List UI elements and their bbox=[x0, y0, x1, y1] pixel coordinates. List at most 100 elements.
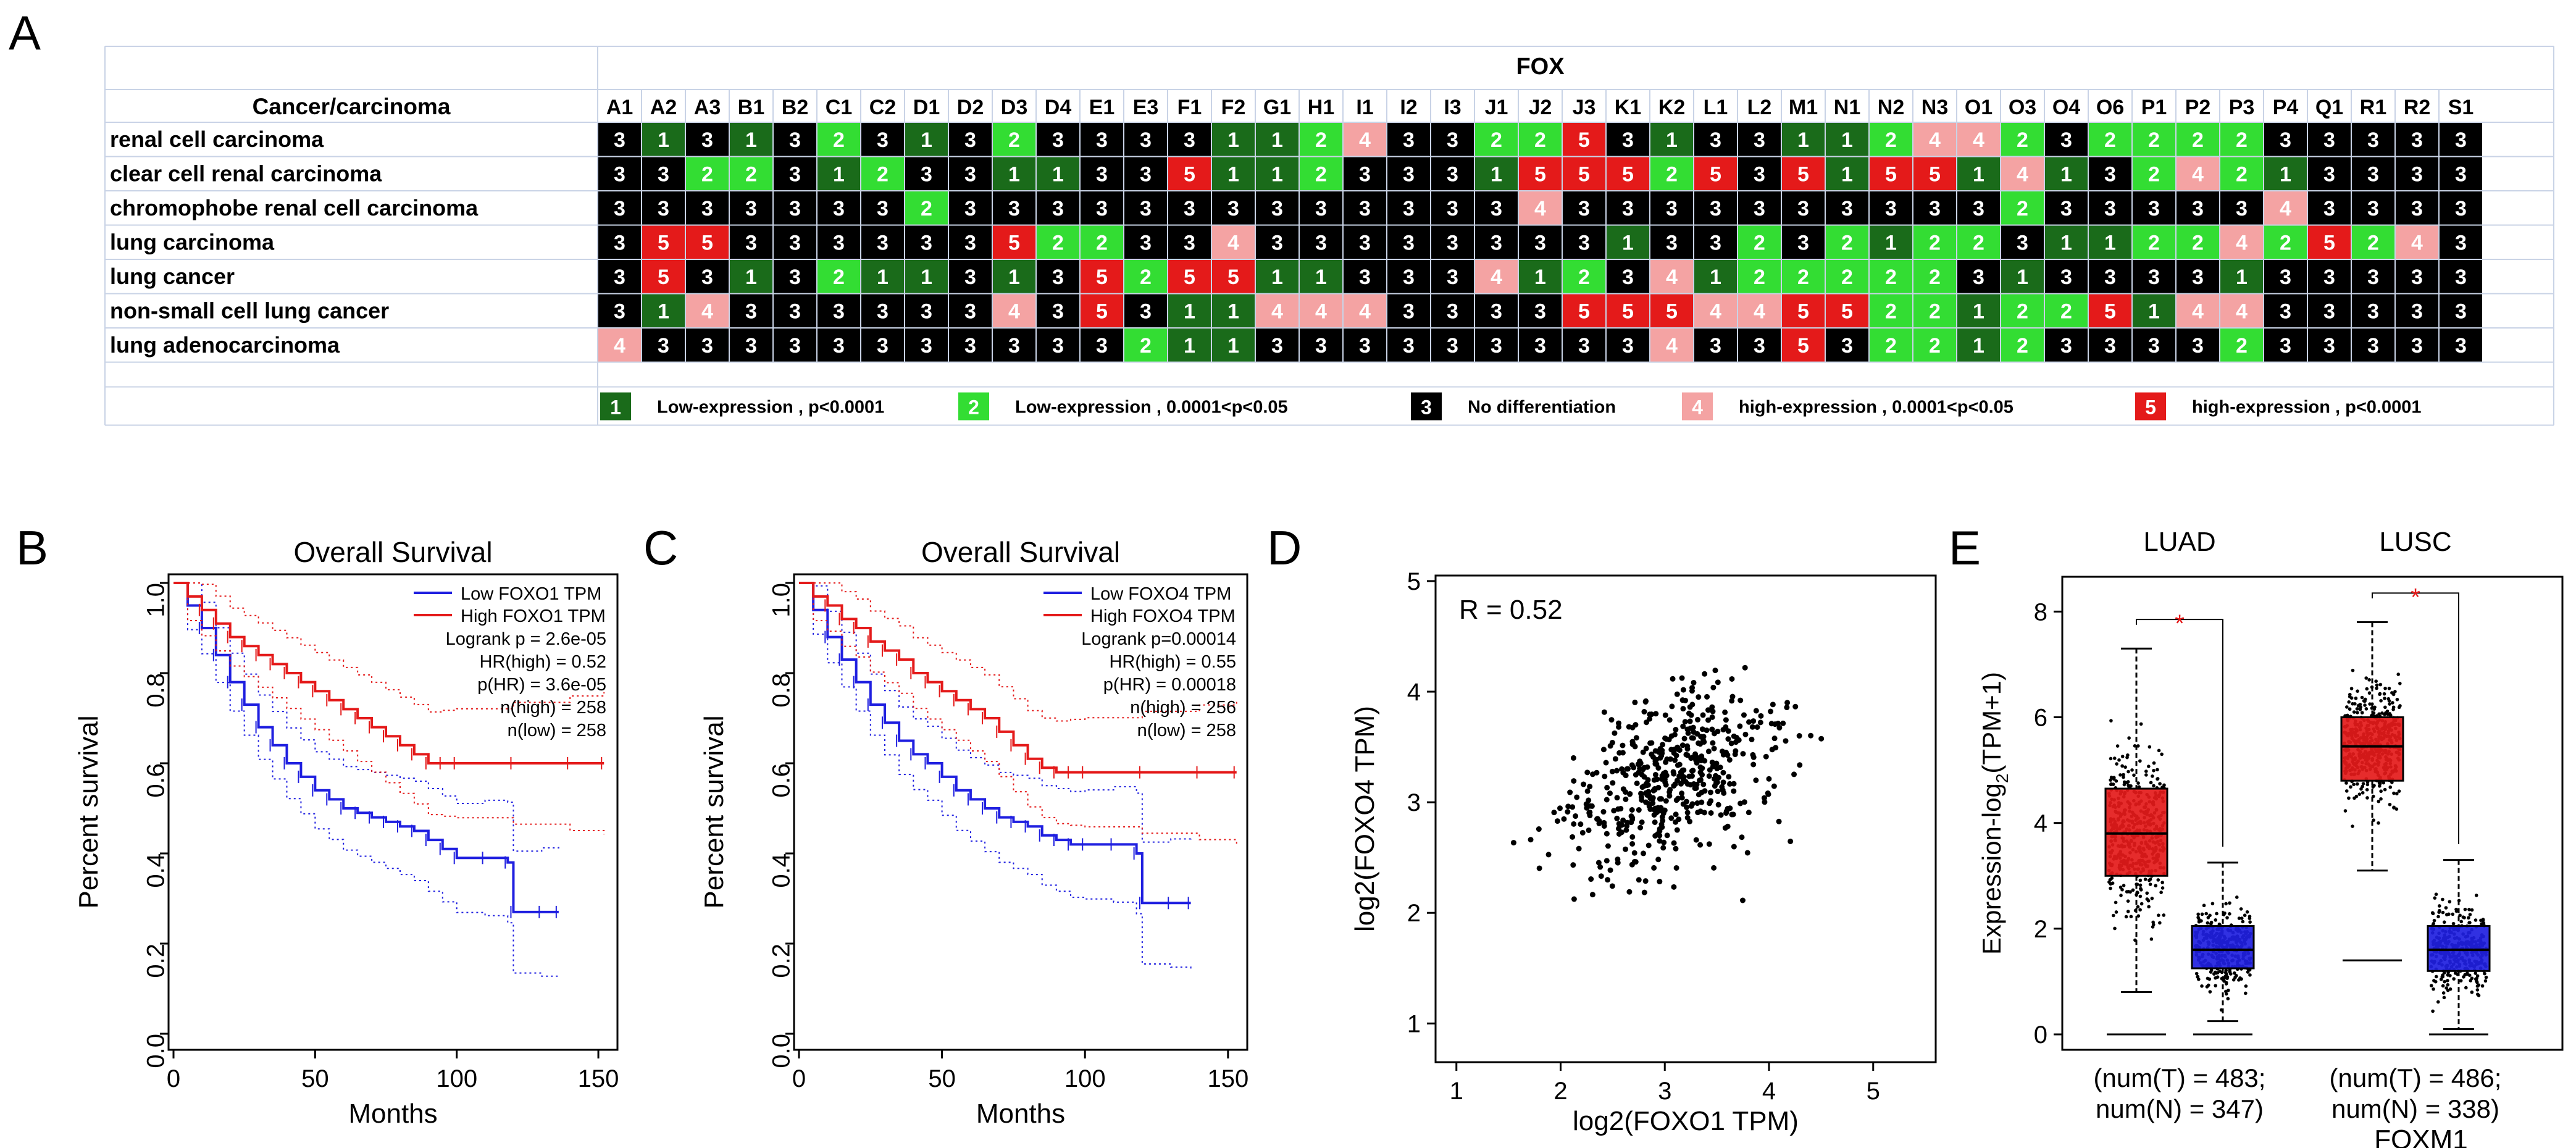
heatmap-cell bbox=[730, 329, 772, 362]
box-point bbox=[2394, 807, 2399, 811]
heatmap-cell-value: 4 bbox=[1359, 128, 1371, 152]
scatter-point bbox=[1791, 771, 1797, 777]
heatmap-cell-value: 3 bbox=[1973, 197, 1984, 220]
heatmap-cell-value: 3 bbox=[921, 232, 932, 255]
heatmap-cell bbox=[1957, 260, 2000, 293]
heatmap-cell bbox=[861, 157, 904, 190]
box-point bbox=[2360, 695, 2364, 700]
panel-e-luad-normal-box bbox=[2191, 925, 2255, 970]
heatmap-cell bbox=[686, 157, 729, 190]
heatmap-cell-value: 3 bbox=[964, 232, 976, 255]
box-point bbox=[2386, 712, 2390, 716]
heatmap-cell bbox=[1431, 225, 1474, 259]
scatter-point bbox=[1753, 777, 1759, 784]
heatmap-cell bbox=[1913, 157, 1956, 190]
heatmap-cell-value: 3 bbox=[745, 300, 757, 324]
heatmap-cell-value: 4 bbox=[1491, 266, 1502, 289]
scatter-point bbox=[1683, 752, 1689, 758]
scatter-point bbox=[1616, 720, 1622, 726]
heatmap-column-b2: B2 bbox=[782, 96, 808, 119]
scatter-point bbox=[1702, 788, 1708, 794]
heatmap-row-header: Cancer/carcinoma bbox=[253, 94, 451, 119]
scatter-point bbox=[1663, 736, 1670, 742]
box-point bbox=[2388, 785, 2393, 789]
box-point bbox=[2115, 762, 2118, 766]
scatter-point bbox=[1695, 810, 1701, 816]
heatmap-cell bbox=[1431, 329, 1474, 362]
panel-b-ytick-label: 1.0 bbox=[142, 583, 169, 618]
box-point bbox=[2397, 789, 2401, 793]
panel-b-stat: n(high) = 258 bbox=[500, 698, 606, 718]
heatmap-cell bbox=[1124, 123, 1167, 156]
scatter-point bbox=[1796, 733, 1802, 739]
heatmap-cell-value: 3 bbox=[1710, 197, 1721, 220]
heatmap-cell bbox=[1782, 329, 1825, 362]
heatmap-cell bbox=[1650, 294, 1693, 327]
heatmap-cell-value: 3 bbox=[1491, 300, 1502, 324]
heatmap-cell-value: 3 bbox=[789, 197, 801, 220]
scatter-point bbox=[1761, 795, 1767, 801]
box-point bbox=[2365, 687, 2369, 691]
heatmap-cell bbox=[2133, 329, 2175, 362]
panel-e-ytick-label: 0 bbox=[2034, 1021, 2047, 1049]
heatmap-cell bbox=[686, 294, 729, 327]
heatmap-cell bbox=[1738, 260, 1781, 293]
heatmap-cell bbox=[774, 191, 816, 225]
scatter-point bbox=[1729, 698, 1735, 704]
panel-c-stat: p(HR) = 0.00018 bbox=[1103, 675, 1236, 695]
scatter-point bbox=[1635, 761, 1641, 768]
heatmap-column-f2: F2 bbox=[1221, 96, 1246, 119]
scatter-point bbox=[1589, 771, 1595, 777]
panel-d-ytick-label: 4 bbox=[1407, 679, 1421, 706]
heatmap-cell-value: 2 bbox=[745, 163, 757, 186]
panel-b-ytick-label: 0.6 bbox=[142, 763, 169, 798]
scatter-point bbox=[1686, 773, 1692, 779]
heatmap-cell bbox=[1826, 123, 1868, 156]
scatter-point bbox=[1652, 772, 1658, 778]
scatter-point bbox=[1720, 769, 1726, 776]
panel-c-stat: n(high) = 256 bbox=[1130, 698, 1236, 718]
heatmap-cell bbox=[1344, 157, 1386, 190]
survival-plot-foxo4: Overall Survival 0 50 100 150 0.0 0.2 0.4 0.6 0.8… bbox=[699, 536, 1248, 1129]
heatmap-cell-value: 2 bbox=[1841, 266, 1853, 289]
box-point bbox=[2143, 878, 2147, 881]
heatmap-cell bbox=[818, 260, 860, 293]
scatter-point bbox=[1797, 762, 1803, 768]
box-point bbox=[2228, 912, 2231, 916]
scatter-point bbox=[1681, 735, 1687, 742]
heatmap-cell-value: 2 bbox=[921, 197, 932, 220]
heatmap-column-d3: D3 bbox=[1001, 96, 1027, 119]
heatmap-cell-value: 4 bbox=[1710, 300, 1721, 324]
panel-e-lusc-normal-box bbox=[2427, 925, 2491, 972]
heatmap-cell bbox=[1475, 260, 1518, 293]
heatmap-cell-value: 4 bbox=[1227, 232, 1239, 255]
heatmap-cell-value: 3 bbox=[614, 300, 625, 324]
box-point bbox=[2151, 774, 2154, 778]
box-point bbox=[2131, 888, 2135, 892]
heatmap-cell bbox=[2352, 191, 2394, 225]
box-point bbox=[2199, 919, 2203, 923]
panel-d-ytick-label: 5 bbox=[1407, 568, 1421, 595]
heatmap-row-label: non-small cell lung cancer bbox=[110, 298, 389, 324]
heatmap-cell bbox=[1081, 225, 1123, 259]
scatter-point bbox=[1776, 724, 1783, 731]
heatmap-cell bbox=[2308, 191, 2351, 225]
box-point bbox=[2228, 901, 2231, 905]
heatmap-cell bbox=[2396, 260, 2438, 293]
scatter-point bbox=[1607, 743, 1613, 749]
box-point bbox=[2123, 765, 2127, 769]
box-point bbox=[2210, 902, 2215, 906]
survival-plot-foxo1: Overall Survival 0 50 100 150 0.0 0.2 0.4 0.6 0.8… bbox=[73, 536, 619, 1129]
scatter-point bbox=[1693, 785, 1699, 791]
box-point bbox=[2162, 913, 2166, 917]
heatmap-cell bbox=[1212, 260, 1255, 293]
box-point bbox=[2124, 915, 2128, 919]
heatmap-cell bbox=[1870, 191, 1912, 225]
box-point bbox=[2398, 681, 2402, 685]
scatter-point bbox=[1650, 795, 1656, 801]
heatmap-column-a1: A1 bbox=[606, 96, 633, 119]
scatter-point bbox=[1705, 748, 1712, 755]
panel-e-ytick-label: 6 bbox=[2034, 705, 2047, 732]
scatter-point bbox=[1657, 838, 1663, 844]
box-point bbox=[2244, 991, 2248, 995]
